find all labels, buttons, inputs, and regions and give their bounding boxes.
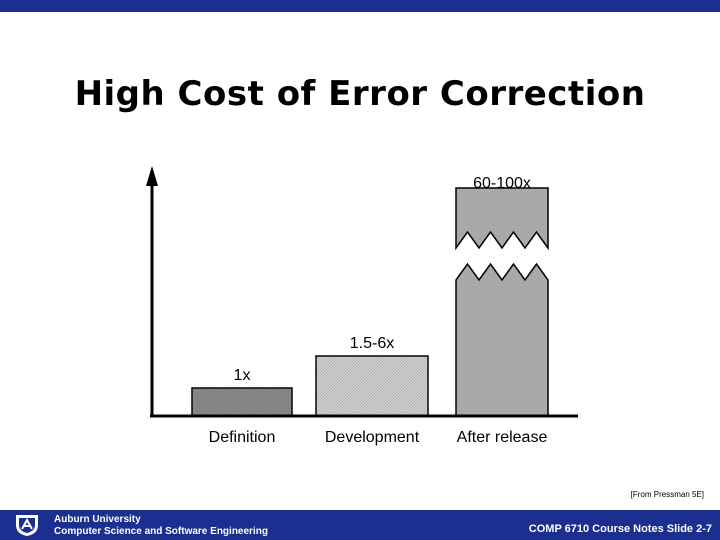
slide-title: High Cost of Error Correction	[74, 74, 646, 114]
bar-hatch-definition	[192, 388, 292, 416]
tick-label-development: Development	[325, 429, 420, 446]
chart: 1x Definition 1.5-6x Development 60-100x Afte…	[146, 166, 578, 446]
tick-label-after-release: After release	[457, 429, 548, 446]
data-label-after-release: 60-100x	[473, 175, 531, 192]
footer-institution: Auburn University Computer Science and S…	[54, 514, 268, 538]
footer-university: Auburn University	[54, 514, 141, 525]
bar-after-release-upper	[455, 187, 549, 251]
citation: [From Pressman 5E]	[630, 490, 704, 499]
top-rule	[0, 0, 720, 12]
bar-hatch-development	[316, 356, 428, 416]
auburn-logo-icon	[16, 515, 38, 536]
footer-bar: Auburn University Computer Science and S…	[0, 510, 720, 540]
bar-after-release-lower	[455, 262, 549, 417]
y-axis-arrow-icon	[146, 166, 158, 186]
footer-slide-number: COMP 6710 Course Notes Slide 2-7	[528, 523, 712, 535]
data-label-development: 1.5-6x	[350, 335, 394, 352]
tick-label-definition: Definition	[209, 429, 276, 446]
footer-department: Computer Science and Software Engineerin…	[54, 526, 268, 537]
data-label-definition: 1x	[234, 367, 251, 384]
